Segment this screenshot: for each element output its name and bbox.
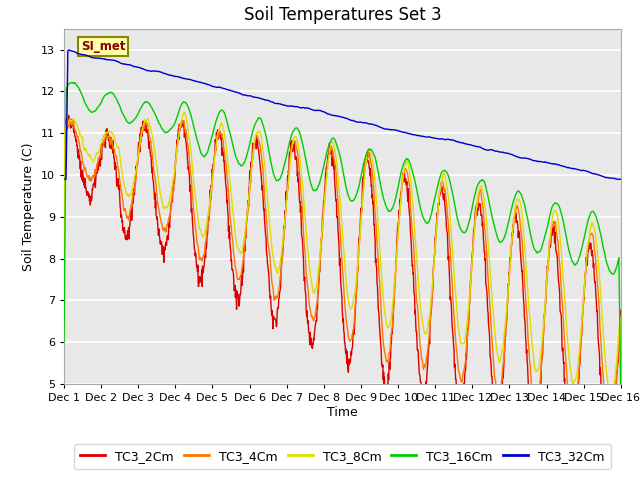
Legend: TC3_2Cm, TC3_4Cm, TC3_8Cm, TC3_16Cm, TC3_32Cm: TC3_2Cm, TC3_4Cm, TC3_8Cm, TC3_16Cm, TC3… (74, 444, 611, 469)
X-axis label: Time: Time (327, 406, 358, 419)
Text: SI_met: SI_met (81, 40, 125, 53)
Title: Soil Temperatures Set 3: Soil Temperatures Set 3 (244, 6, 441, 24)
Y-axis label: Soil Temperature (C): Soil Temperature (C) (22, 142, 35, 271)
